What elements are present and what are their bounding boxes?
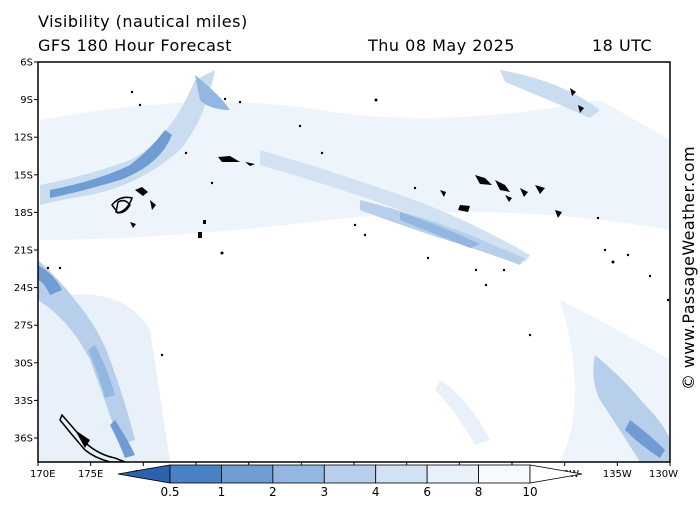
forecast-subtitle: GFS 180 Hour Forecast: [38, 36, 233, 55]
lat-tick-label: 15S: [14, 170, 33, 181]
land-masses: [46, 88, 670, 462]
legend-swatch: [272, 464, 325, 484]
lat-tick-label: 27S: [14, 321, 33, 332]
legend-swatch: [221, 464, 274, 484]
legend-label: 10: [522, 485, 537, 499]
lat-tick-label: 12S: [14, 133, 33, 144]
forecast-time: 18 UTC: [592, 36, 653, 55]
lat-tick-label: 36S: [14, 434, 33, 445]
legend-arrow-low: [117, 464, 171, 484]
legend-swatch: [478, 464, 531, 484]
legend-swatch: [375, 464, 428, 484]
visibility-legend: 0.5 1 2 3 4 6 8 10: [117, 464, 583, 499]
legend-label: 2: [269, 485, 277, 499]
lon-tick-label: 175E: [78, 469, 103, 480]
legend-swatch: [169, 464, 222, 484]
lat-tick-label: 9S: [20, 95, 33, 106]
lon-tick-label: 170E: [30, 469, 55, 480]
legend-label: 3: [320, 485, 328, 499]
lat-tick-label: 21S: [14, 246, 33, 257]
latitude-axis: 6S 9S 12S 15S 18S 21S 24S 27S 30S 33S 36S: [14, 58, 38, 445]
lon-tick-label: 130W: [649, 469, 678, 480]
lat-tick-label: 24S: [14, 283, 33, 294]
legend-arrow-high: [529, 464, 583, 484]
legend-label: 0.5: [160, 485, 179, 499]
lat-tick-label: 33S: [14, 396, 33, 407]
legend-label: 8: [475, 485, 483, 499]
lat-tick-label: 30S: [14, 358, 33, 369]
visibility-field: [38, 70, 670, 462]
lat-tick-label: 6S: [20, 58, 33, 69]
legend-swatch: [426, 464, 479, 484]
legend-label: 4: [372, 485, 380, 499]
lat-tick-label: 18S: [14, 208, 33, 219]
legend-swatch: [323, 464, 377, 484]
legend-label: 6: [423, 485, 431, 499]
legend-label: 1: [218, 485, 226, 499]
chart-title: Visibility (nautical miles): [38, 12, 248, 31]
lon-tick-label: 135W: [603, 469, 632, 480]
forecast-date: Thu 08 May 2025: [368, 36, 515, 55]
